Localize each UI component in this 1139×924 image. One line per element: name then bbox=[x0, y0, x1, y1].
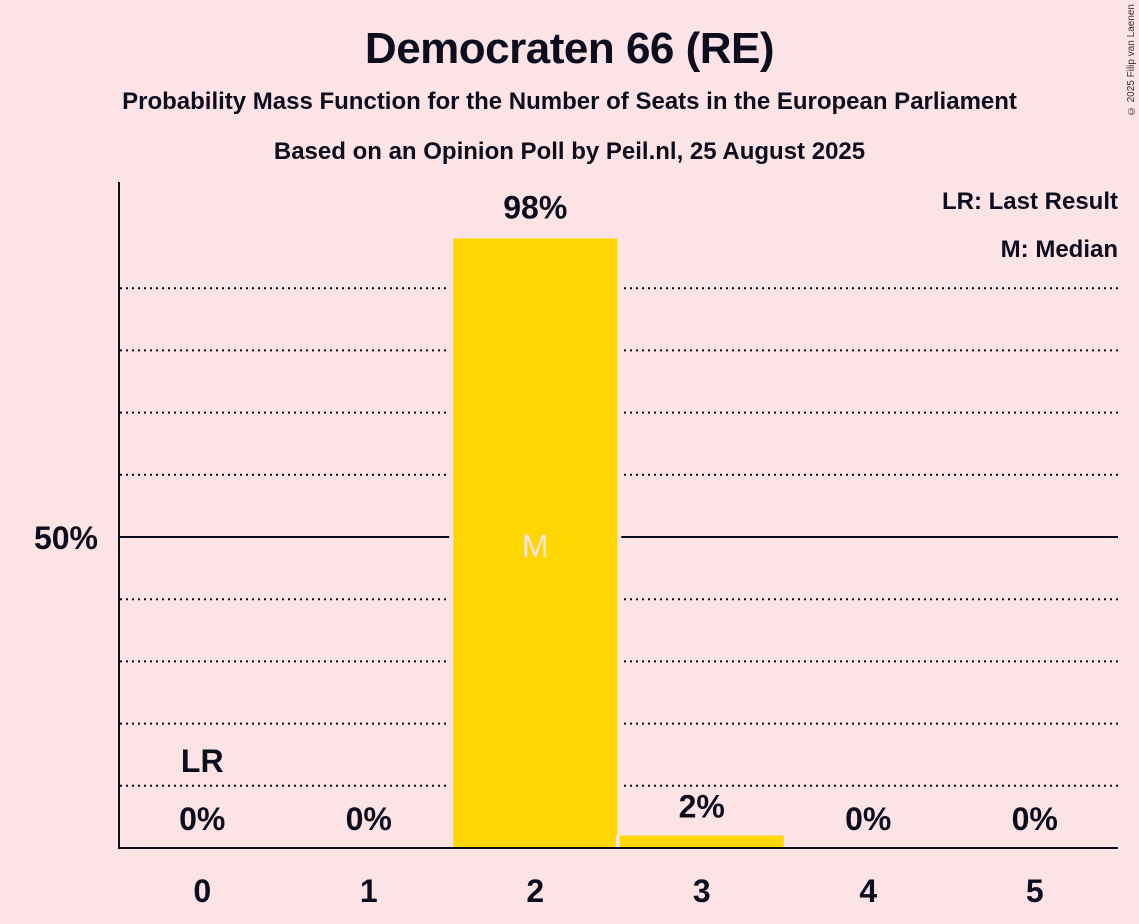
data-label-0: 0% bbox=[179, 801, 225, 837]
legend-last-result: LR: Last Result bbox=[942, 188, 1118, 215]
y-tick-label: 50% bbox=[34, 520, 98, 556]
data-label-1: 0% bbox=[346, 801, 392, 837]
bar-3 bbox=[619, 835, 784, 847]
bar-2 bbox=[453, 238, 618, 847]
data-label-3: 2% bbox=[679, 789, 725, 825]
median-marker: M bbox=[522, 528, 549, 564]
x-tick-label-5: 5 bbox=[1026, 873, 1044, 909]
x-tick-label-2: 2 bbox=[526, 873, 544, 909]
x-tick-label-0: 0 bbox=[193, 873, 211, 909]
bars bbox=[449, 238, 788, 848]
chart-source: Based on an Opinion Poll by Peil.nl, 25 … bbox=[273, 138, 866, 165]
data-label-4: 0% bbox=[845, 801, 891, 837]
data-label-2: 98% bbox=[503, 189, 567, 225]
chart-title: Democraten 66 (RE) bbox=[364, 24, 775, 73]
data-label-5: 0% bbox=[1012, 801, 1058, 837]
chart-subtitle: Probability Mass Function for the Number… bbox=[122, 88, 1017, 115]
x-tick-label-3: 3 bbox=[693, 873, 711, 909]
x-tick-label-4: 4 bbox=[859, 873, 877, 909]
legend-median: M: Median bbox=[1001, 236, 1118, 263]
last-result-marker: LR bbox=[181, 743, 224, 779]
data-labels: 50% 0% 0 0% 1 98% 2 2% 3 0% 4 0% 5 LR M bbox=[34, 189, 1058, 909]
x-tick-label-1: 1 bbox=[360, 873, 378, 909]
